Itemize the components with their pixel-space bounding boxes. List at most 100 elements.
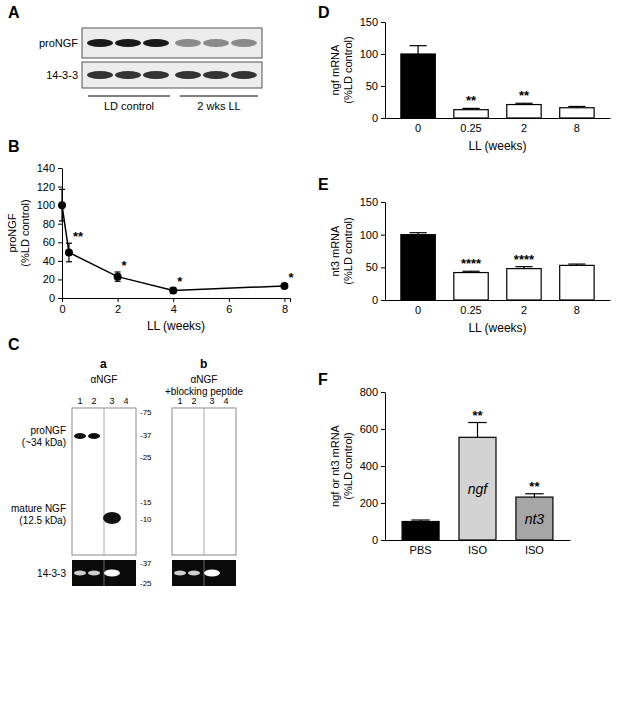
lane-label: 4 (123, 396, 128, 406)
tick-mark (58, 298, 62, 299)
row-label: proNGF (39, 37, 78, 49)
bar (507, 105, 541, 118)
plot-area (401, 46, 594, 118)
tick-mark (381, 503, 385, 504)
tick-mark (58, 261, 62, 262)
bar (454, 110, 488, 118)
tick: 0 (372, 534, 385, 546)
panel-label: C (8, 336, 20, 353)
tick-label: 150 (360, 16, 378, 28)
blot-band (115, 39, 141, 47)
tick-label: 50 (366, 80, 378, 92)
error-cap (66, 243, 72, 244)
axis-title: (%LD control) (342, 432, 354, 499)
tick: 140 (37, 162, 62, 174)
tick: 50 (366, 261, 385, 273)
blot-strip (82, 62, 262, 88)
tick-mark (381, 54, 385, 55)
blot-band (175, 39, 201, 47)
tick-mark (381, 429, 385, 430)
lane-label: 1 (177, 396, 182, 406)
tick: 0 (59, 298, 65, 315)
marker-label: -15 (140, 498, 152, 507)
significance: * (288, 270, 294, 285)
tick: 0.25 (460, 300, 481, 316)
axis: 00.2528 (386, 300, 611, 316)
axis-line (386, 300, 611, 301)
axis: 020406080100120140 (37, 162, 63, 304)
plot-area (58, 189, 288, 294)
panel-label: A (8, 4, 20, 21)
tick: 50 (366, 80, 385, 92)
tick-mark (58, 224, 62, 225)
data-point (114, 273, 122, 281)
bar (516, 497, 553, 540)
tick-label: 150 (360, 196, 378, 208)
tick-label: 8 (574, 122, 580, 134)
lane-label: 4 (223, 396, 228, 406)
bar (459, 437, 496, 540)
annotations: **ngf**nt3 (468, 408, 545, 527)
blot-band (203, 71, 229, 79)
significance: ** (73, 229, 84, 244)
tick: 150 (360, 196, 385, 208)
marker-label: -10 (140, 515, 152, 524)
row-label: proNGF (30, 425, 66, 436)
axis: 02468 (59, 298, 290, 315)
tick-mark (381, 466, 385, 467)
tick: 400 (360, 460, 385, 472)
tick-label: 40 (43, 255, 55, 267)
error-bar (66, 243, 72, 262)
tick-mark (58, 187, 62, 188)
significance: ** (472, 408, 483, 423)
tick-label: 2 (521, 304, 527, 316)
sub-label: b (200, 357, 207, 371)
tick: 2 (521, 118, 527, 134)
tick: 2 (115, 298, 121, 315)
blot-strip (72, 408, 136, 555)
group-line (180, 96, 258, 97)
tick: 2 (521, 300, 527, 316)
axis: 050100150 (360, 196, 386, 306)
blot-band (87, 71, 113, 79)
error-cap (409, 45, 426, 46)
tick-mark (284, 298, 285, 302)
axis-title: proNGF (6, 213, 18, 252)
chart: *****02468020406080100120140LL (weeks)pr… (6, 162, 294, 333)
tick-mark (381, 300, 385, 301)
blot-divider (204, 408, 205, 555)
bar-label: ngf (468, 481, 490, 497)
tick-mark (381, 392, 385, 393)
tick: ISO (468, 540, 487, 556)
blot-strip (172, 560, 236, 586)
blot-divider (104, 408, 105, 555)
axis-title: LL (weeks) (468, 139, 526, 153)
tick-mark (173, 298, 174, 302)
blot-band (74, 571, 86, 576)
marker-label: -25 (140, 579, 152, 588)
tick-label: 800 (360, 386, 378, 398)
significance: **** (461, 256, 482, 271)
error-cap (409, 232, 426, 233)
tick-label: 60 (43, 236, 55, 248)
axis-line (385, 203, 386, 301)
group-label: LD control (104, 100, 154, 112)
axis-title: LL (weeks) (147, 319, 205, 333)
blot-band (143, 39, 169, 47)
error-cap (568, 263, 585, 264)
significance: ** (519, 88, 530, 103)
sub-label: a (100, 357, 107, 371)
tick: 40 (43, 255, 62, 267)
panel-label: F (318, 371, 328, 388)
row-label: 14-3-3 (37, 568, 66, 579)
tick-label: 80 (43, 218, 55, 230)
tick: 8 (282, 298, 288, 315)
bar (560, 108, 594, 118)
tick: 120 (37, 181, 62, 193)
blot-band (143, 71, 169, 79)
antibody-label: αNGF (91, 374, 118, 385)
tick: 100 (360, 229, 385, 241)
tick-mark (381, 118, 385, 119)
tick: 0 (372, 112, 385, 124)
row-label: (~34 kDa) (22, 437, 66, 448)
